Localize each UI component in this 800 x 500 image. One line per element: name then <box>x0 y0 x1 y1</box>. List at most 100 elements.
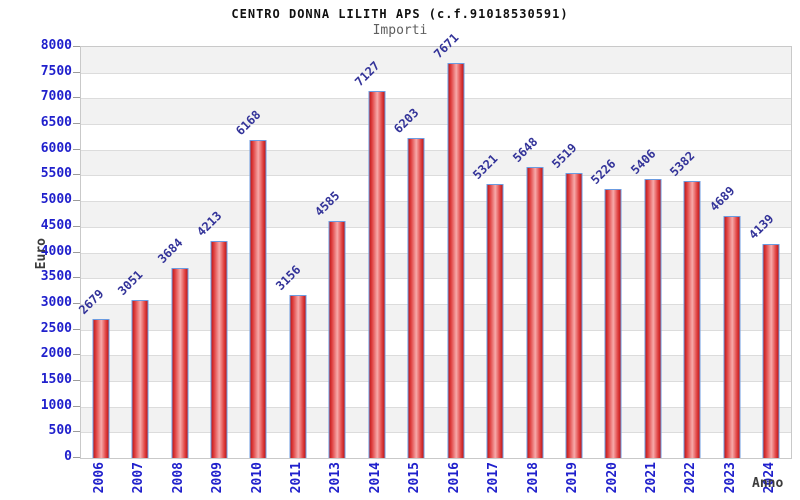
x-tick-label: 2009 <box>210 462 226 494</box>
y-tick-mark <box>73 431 80 433</box>
gridline <box>81 303 791 305</box>
gridline <box>81 406 791 408</box>
x-tick-label: 2010 <box>249 462 265 494</box>
bar-value-label: 5648 <box>509 134 541 165</box>
x-tick-label: 2008 <box>170 462 186 494</box>
bar-slot: 4689 <box>707 47 751 458</box>
y-tick-label: 1500 <box>40 371 72 387</box>
y-tick-mark <box>73 123 80 125</box>
x-tick-label: 2016 <box>446 462 462 494</box>
bar-slot: 5519 <box>549 47 593 458</box>
y-tick-mark <box>73 71 80 73</box>
bar <box>328 221 346 458</box>
chart-subtitle: Importi <box>372 23 428 38</box>
plot-band <box>81 47 791 73</box>
gridline <box>81 149 791 151</box>
gridline <box>81 98 791 100</box>
x-axis-title: Anno <box>752 476 784 491</box>
gridline <box>81 432 791 434</box>
y-tick-mark <box>73 405 80 407</box>
y-tick-mark <box>73 148 80 150</box>
bar-slot: 6168 <box>234 47 278 458</box>
bar-slot: 5321 <box>470 47 514 458</box>
x-tick-label: 2019 <box>565 462 581 494</box>
x-tick-label: 2006 <box>91 462 107 494</box>
gridline <box>81 124 791 126</box>
x-tick-label: 2020 <box>604 462 620 494</box>
y-tick-label: 5000 <box>40 192 72 208</box>
y-tick-label: 5500 <box>40 166 72 182</box>
y-tick-mark <box>73 277 80 279</box>
y-tick-label: 8000 <box>40 38 72 53</box>
bar-value-label: 3156 <box>273 262 304 293</box>
bar-value-label: 6168 <box>233 107 264 139</box>
gridline <box>81 201 791 203</box>
x-tick-label: 2023 <box>722 462 738 494</box>
bar <box>683 180 701 458</box>
bar-slot: 5648 <box>510 47 554 458</box>
gridline <box>81 329 791 331</box>
plot-band <box>81 355 791 381</box>
bar <box>407 138 425 458</box>
bar <box>289 294 307 458</box>
gridline <box>81 226 791 228</box>
y-tick-label: 1000 <box>40 397 72 413</box>
bar-value-label: 3051 <box>115 267 146 299</box>
y-tick-mark <box>73 251 80 253</box>
bar-value-label: 5519 <box>549 141 580 172</box>
bar-value-label: 5382 <box>667 148 698 179</box>
x-tick-label: 2011 <box>288 462 304 494</box>
gridline <box>81 72 791 74</box>
y-axis-title: Euro <box>34 238 49 270</box>
bar-value-label: 2679 <box>75 287 107 318</box>
bar <box>249 140 267 458</box>
x-tick-label: 2014 <box>367 462 383 494</box>
gridline <box>81 355 791 357</box>
bar <box>368 90 386 458</box>
x-tick-label: 2017 <box>486 462 502 494</box>
gridline <box>81 175 791 177</box>
y-tick-label: 4500 <box>40 217 72 233</box>
bar <box>565 173 583 458</box>
bar <box>486 183 504 458</box>
x-tick-label: 2021 <box>643 462 659 494</box>
bar-slot: 5226 <box>589 47 633 458</box>
chart-title: CENTRO DONNA LILITH APS (c.f.91018530591… <box>231 7 569 21</box>
x-tick-label: 2007 <box>131 462 147 494</box>
bar <box>644 179 662 458</box>
bar-slot: 3156 <box>273 47 317 458</box>
bar <box>723 216 741 458</box>
bar <box>762 244 780 458</box>
plot-band <box>81 406 791 433</box>
y-tick-mark <box>73 97 80 99</box>
bar-slot: 3684 <box>155 47 199 458</box>
gridline <box>81 252 791 254</box>
bar-value-label: 5321 <box>470 151 501 182</box>
bar-slot: 2679 <box>76 47 120 458</box>
bar-slot: 4213 <box>194 47 238 458</box>
plot-band <box>81 201 791 227</box>
gridline <box>81 278 791 280</box>
bar-slot: 5382 <box>667 47 712 458</box>
gridline <box>81 380 791 382</box>
y-tick-mark <box>73 174 80 176</box>
bar-value-label: 7127 <box>351 58 383 89</box>
bar-slot: 4585 <box>312 47 357 458</box>
y-tick-mark <box>73 46 80 47</box>
bar-slot: 5406 <box>628 47 672 458</box>
bar-value-label: 6203 <box>391 105 422 137</box>
plot-area: 2679 3051 3684 4213 6168 3156 4585 7127 6203 7671… <box>76 31 792 459</box>
plot-band <box>81 303 791 330</box>
x-tick-label: 2018 <box>525 462 541 494</box>
bar <box>92 319 110 458</box>
y-tick-mark <box>73 354 80 356</box>
y-tick-mark <box>73 302 80 304</box>
y-tick-mark <box>73 379 80 381</box>
y-tick-label: 2000 <box>40 346 72 362</box>
y-tick-label: 500 <box>48 423 72 439</box>
plot-band <box>81 252 791 279</box>
bar <box>171 267 189 458</box>
bar-slot: 7127 <box>352 47 396 458</box>
bar <box>526 166 544 458</box>
